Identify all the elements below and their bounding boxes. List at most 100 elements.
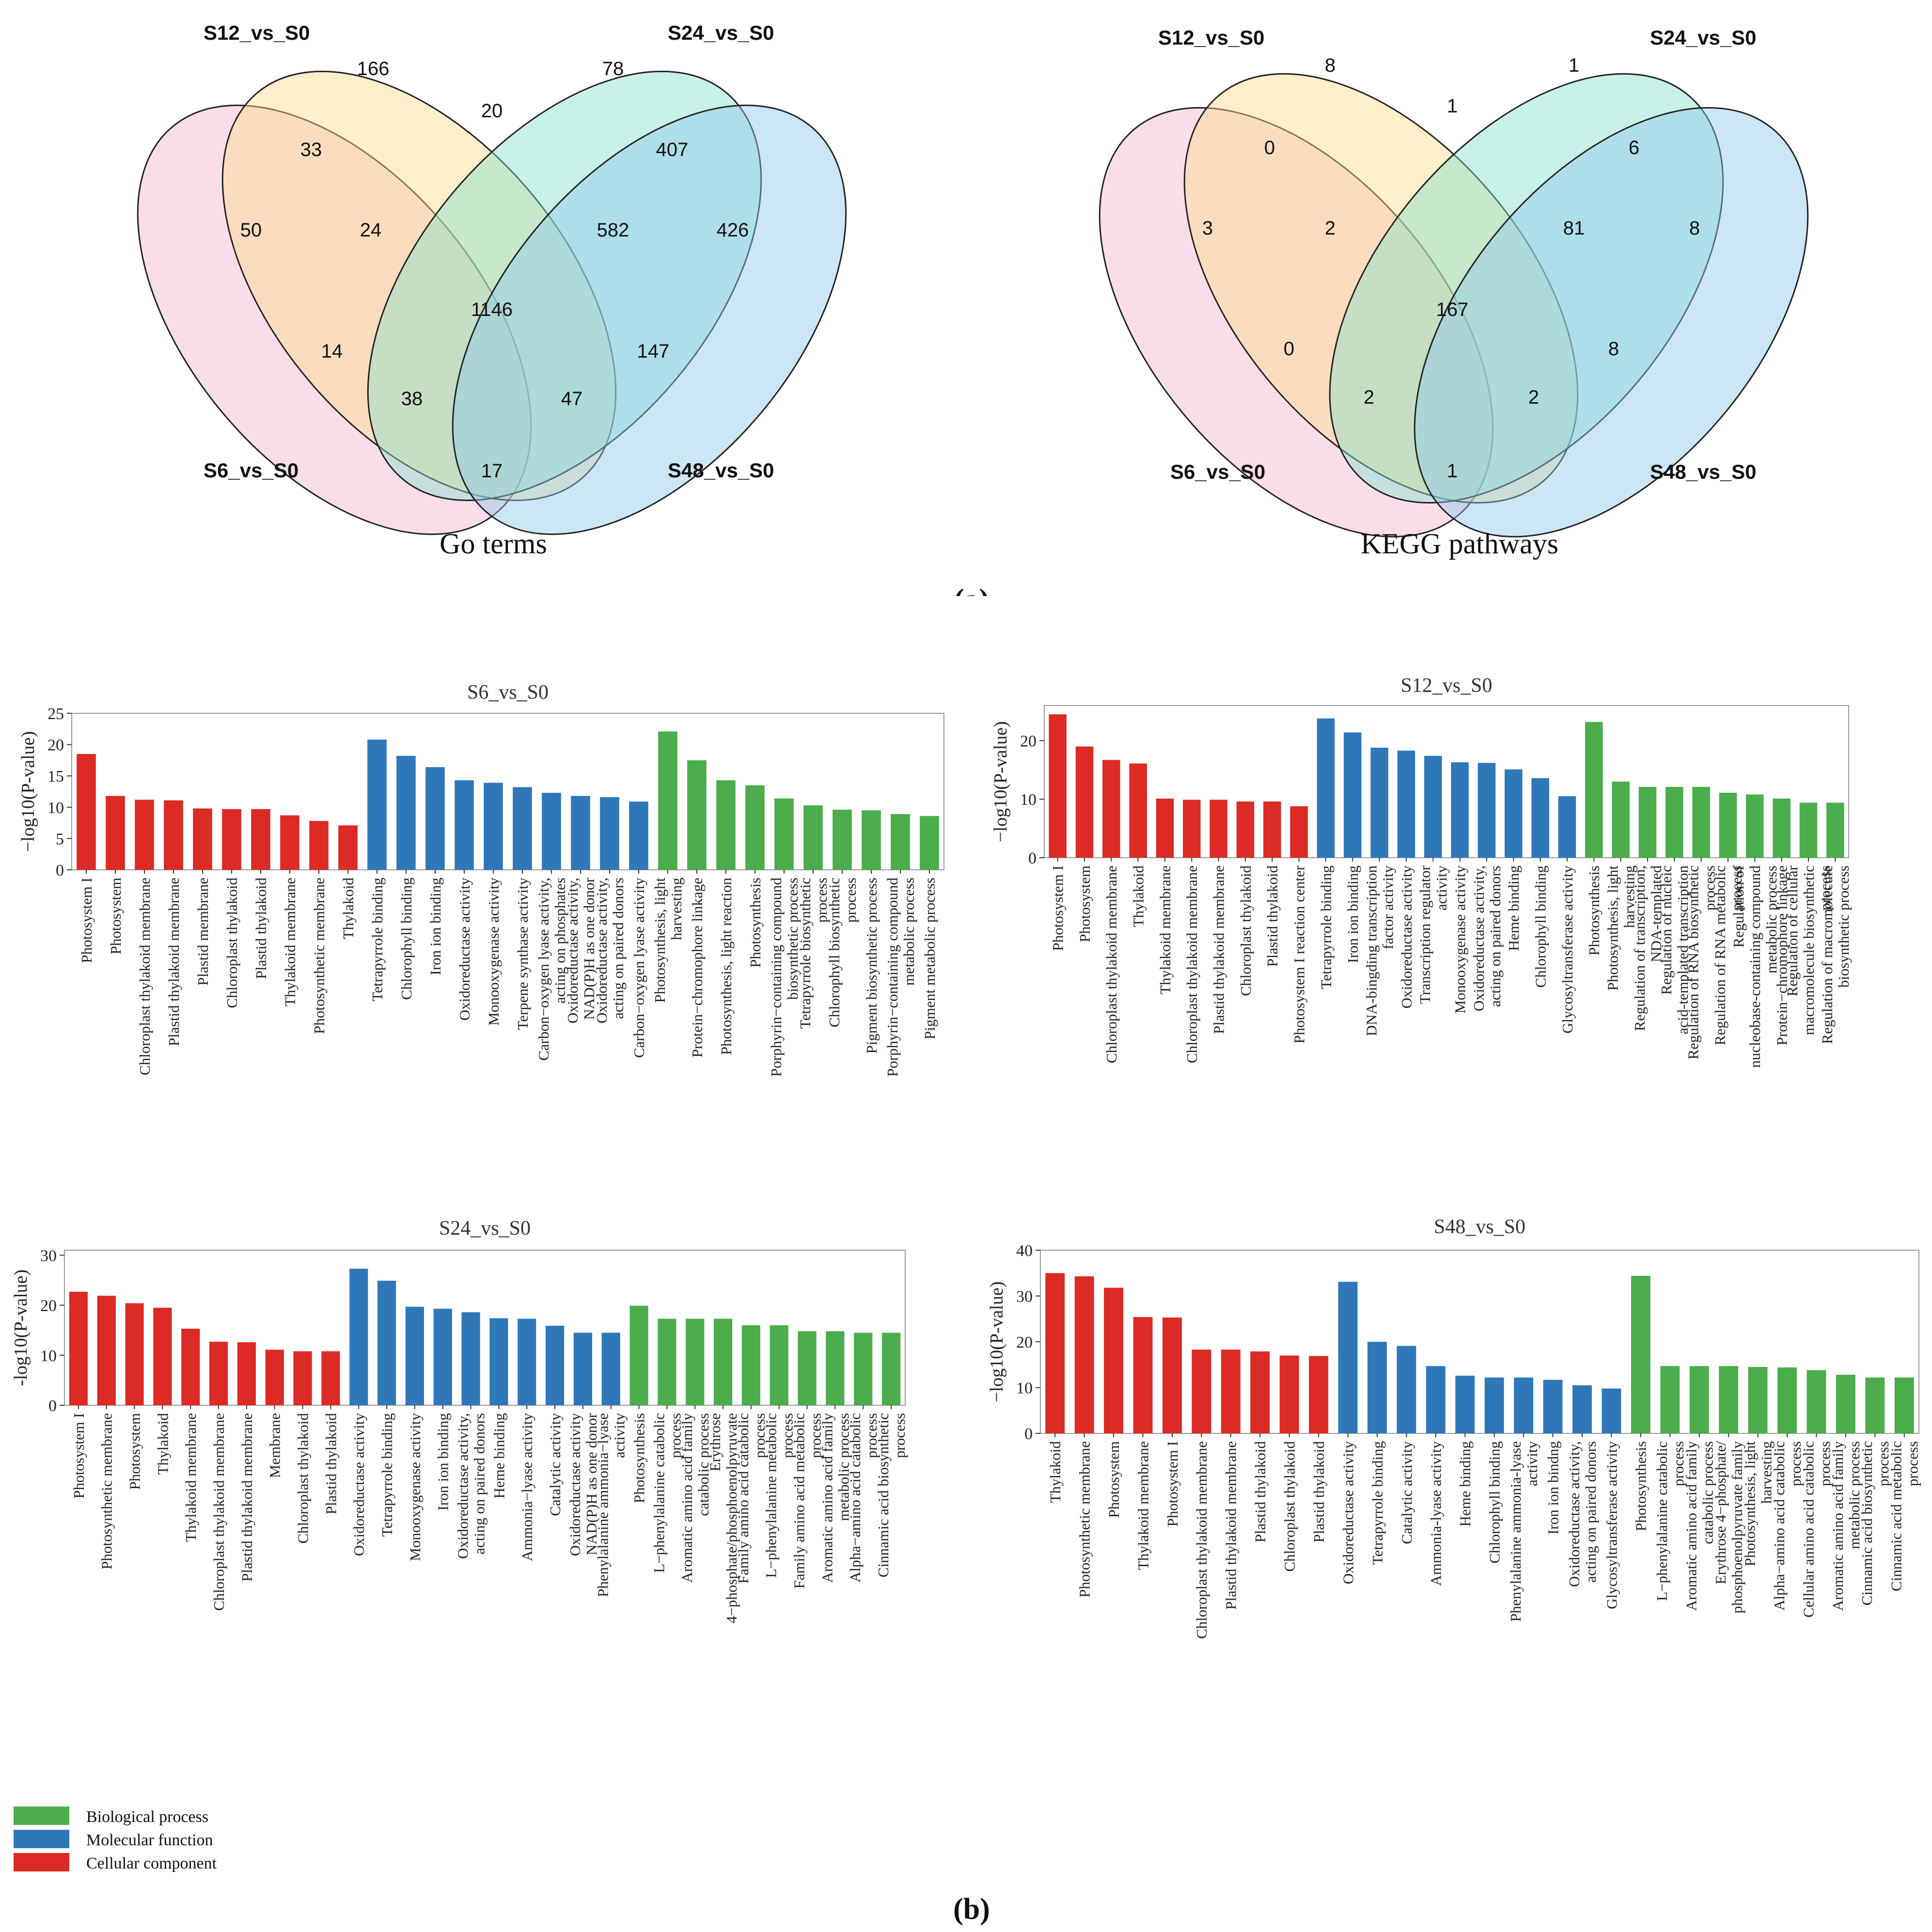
bar-chart-S48_vs_S0: S48_vs_S0 0 10 20 30 40 −log10(P-value) Thylako… [987, 1216, 1921, 1639]
x-tick-label: Catalytic activity [547, 1413, 564, 1516]
x-tick-label-line: Thylakoid [1130, 865, 1147, 927]
x-tick-label-line: Photosynthesis, light [1604, 865, 1621, 991]
x-tick-label-line: NDA-templated [1648, 865, 1665, 962]
x-tick-label-line: Heme binding [1457, 1441, 1474, 1527]
bar [600, 797, 619, 870]
bar [265, 1350, 284, 1405]
venn-go-label-s6: S6_vs_S0 [204, 459, 298, 482]
x-tick-label-line: Thylakoid [340, 878, 357, 940]
bar [1236, 801, 1255, 858]
venn-kegg-ellipse-s12 [1183, 73, 1579, 504]
x-tick-label: Family amino acid catabolicprocess [735, 1413, 768, 1584]
x-tick-label-line: process [891, 1413, 908, 1458]
x-tick-label-line: Chloroplast thylakoid membrane [1193, 1441, 1210, 1639]
x-tick-label-line: Thylakoid membrane [1157, 865, 1174, 994]
venn-kegg-label-s6: S6_vs_S0 [1170, 460, 1265, 483]
bar [484, 783, 503, 870]
x-tick-label-line: Chloroplast thylakoid membrane [1183, 865, 1200, 1063]
x-tick-label-line: Plastid thylakoid membrane [165, 878, 182, 1046]
bar [1104, 1288, 1124, 1433]
x-tick-label-line: Family amino acid catabolic [735, 1413, 752, 1584]
x-tick-label-line: Regulation of [1730, 865, 1747, 947]
x-tick-label: Photosynthesis [630, 1413, 647, 1503]
bar [1367, 1342, 1387, 1433]
bar [405, 1306, 424, 1405]
x-tick-label-line: Ammonia−lyase activity [518, 1413, 535, 1561]
legend: Biological process Molecular function Ce… [14, 1806, 217, 1872]
x-tick-label-line: Carbon−oxygen lyase activity, [535, 878, 552, 1061]
x-tick-label-line: Photosystem I reaction center [1291, 865, 1308, 1043]
x-tick-label-line: acid-templated transcription [1674, 865, 1691, 1035]
bar [1894, 1377, 1914, 1433]
bar [545, 1325, 565, 1405]
x-tick-label-line: Oxidoreductase activity, [593, 878, 610, 1023]
x-tick-label: Cinnamic acid biosyntheticprocess [875, 1413, 908, 1577]
x-tick-label-line: biosynthetic process [784, 878, 801, 1000]
x-tick-label: L−phenylalanine catabolicprocess [1653, 1441, 1687, 1601]
y-tick-label: 10 [1016, 1380, 1033, 1398]
x-tick-label: Photosystem I [70, 1413, 87, 1499]
x-tick-label-line: Photosynthesis, light reaction [718, 878, 735, 1055]
x-tick-label-line: Photosynthesis, light [1741, 1441, 1758, 1567]
x-tick-label-line: Chlorophyll binding [1532, 865, 1549, 988]
venn-kegg-count: 8 [1689, 218, 1700, 239]
x-tick-label-line: Chloroplast thylakoid [1281, 1441, 1298, 1572]
x-tick-label-line: Monooxygenase activity [407, 1413, 424, 1561]
bar [1162, 1317, 1182, 1433]
x-tick-label: Heme binding [1505, 865, 1522, 951]
bar [1543, 1380, 1563, 1433]
bar-chart-S12_vs_S0: S12_vs_S0 0 10 20 −log10(P-value) Photosystem… [990, 675, 1852, 1068]
x-tick-label: Plastid thylakoid [1252, 1441, 1269, 1543]
x-tick-label: Photosystem I reaction center [1291, 865, 1308, 1043]
x-tick-label-line: Plastid thylakoid membrane [1223, 1441, 1240, 1610]
venn-go-count: 407 [656, 139, 689, 160]
bar [1692, 786, 1710, 858]
x-tick-label: Iron ion binding [435, 1413, 452, 1511]
x-tick-label: Regulation of nucleicacid-templated tran… [1658, 865, 1691, 1035]
y-tick-label: 0 [1024, 1425, 1033, 1443]
x-tick-label-line: Oxidoreductase activity [1339, 1441, 1356, 1585]
x-tick-label-line: Ammonia-lyase activity [1428, 1441, 1445, 1586]
x-tick-label-line: Phenylalanine ammonia−lyase [595, 1413, 612, 1597]
bar [1370, 747, 1388, 858]
x-tick-label-line: Carbon−oxygen lyase activity [630, 878, 647, 1058]
bar [321, 1351, 340, 1405]
x-tick-label-line: Chloroplast thylakoid membrane [210, 1413, 227, 1611]
y-tick-label: 10 [1020, 791, 1037, 809]
bar [237, 1342, 256, 1405]
chart-title: S48_vs_S0 [1434, 1216, 1525, 1238]
x-tick-label-line: metabolic process [900, 878, 917, 986]
x-tick-label-line: Tetrapyrrole binding [369, 878, 386, 1001]
y-tick-label: 5 [56, 830, 64, 848]
x-tick-label: Cinnamic acid biosyntheticprocess [1858, 1441, 1892, 1605]
x-tick-label-line: Aromatic amino acid family [818, 1413, 835, 1583]
x-tick-label-line: Tetrapyrrole biosynthetic [797, 878, 814, 1029]
x-tick-label-line: process [1670, 1441, 1687, 1486]
x-tick-label-line: Photosynthetic membrane [1076, 1441, 1093, 1598]
bar [713, 1319, 733, 1405]
x-tick-label: Photosynthesis [1586, 865, 1602, 956]
bar [1826, 802, 1844, 858]
x-tick-label-line: Thylakoid [154, 1413, 171, 1475]
x-tick-label: Aromatic amino acid familymetabolic proc… [818, 1413, 852, 1583]
venn-kegg-ellipse-s6 [1099, 107, 1494, 538]
bar-charts: S6_vs_S0 0 5 10 15 20 25 −log10(P-value) Photosy… [11, 675, 1921, 1926]
x-tick-label-line: 4−phosphate/phosphoenolpyruvate [723, 1413, 740, 1623]
x-tick-label-line: Porphyrin−containing compound [768, 878, 785, 1077]
bar [425, 767, 445, 870]
bar [1397, 1346, 1416, 1433]
x-tick-label: Photosynthetic membrane [311, 878, 328, 1034]
venn-go-count: 166 [357, 58, 390, 79]
x-tick-label-line: Terpene synthase activity [514, 878, 531, 1030]
venn-kegg-ellipse-s48 [1414, 107, 1809, 538]
x-tick-label: Chloroplast thylakoid [294, 1413, 311, 1544]
x-tick-label-line: Monooxygenase activity [1452, 865, 1469, 1014]
x-tick-label-line: process [667, 1413, 684, 1458]
venn-kegg-label-s24: S24_vs_S0 [1650, 26, 1757, 49]
x-tick-label-line: Oxidoreductase activity [456, 878, 473, 1021]
x-tick-label: Oxidoreductase activity [1398, 865, 1415, 1009]
x-tick-label: Photosynthesis [747, 878, 764, 968]
x-tick-label-line: Regulation of macromolecule [1819, 865, 1836, 1044]
x-tick-label-line: nucleobase-containing compound [1746, 865, 1763, 1068]
plot-frame [71, 713, 944, 870]
